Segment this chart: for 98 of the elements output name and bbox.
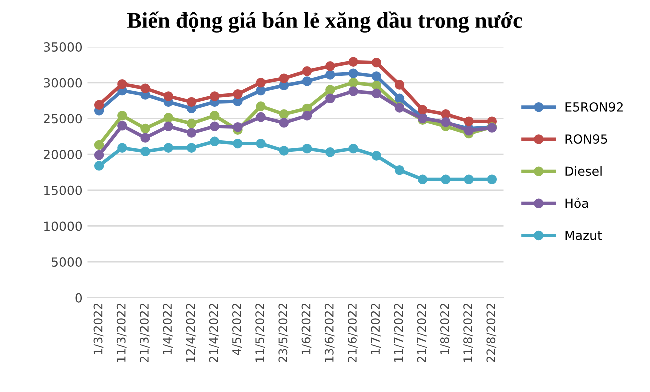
x-tick-label: 1/4/2022 (163, 304, 173, 355)
y-tick-label: 25000 (44, 114, 82, 124)
point (256, 102, 266, 112)
point (186, 118, 197, 129)
y-tick-label: 15000 (44, 186, 82, 196)
point (302, 110, 312, 121)
point (418, 105, 428, 115)
x-tick-label: 11/5/2022 (256, 304, 266, 362)
point (372, 151, 382, 161)
point (118, 143, 128, 153)
y-tick-label: 0 (76, 293, 82, 303)
point (372, 58, 382, 68)
point (94, 161, 104, 171)
point (210, 122, 220, 132)
point (118, 110, 128, 121)
point (394, 80, 405, 90)
point (348, 57, 358, 67)
point (326, 148, 336, 158)
point (140, 133, 150, 143)
point (94, 100, 104, 110)
point (256, 86, 266, 96)
point (279, 110, 290, 120)
point (279, 146, 290, 156)
x-tick-label: 21/3/2022 (140, 304, 150, 362)
point (302, 144, 312, 154)
point (394, 94, 405, 104)
point (279, 74, 290, 84)
legend-label: Mazut (566, 231, 602, 240)
point (372, 80, 382, 91)
point (302, 76, 312, 86)
point (186, 97, 197, 108)
x-tick-label: 1/3/2022 (94, 304, 104, 355)
point (140, 84, 150, 94)
point (348, 78, 358, 88)
x-tick-label: 11/7/2022 (394, 304, 404, 362)
point (418, 174, 428, 185)
point (394, 165, 405, 176)
x-tick-label: 4/5/2022 (232, 304, 242, 356)
x-tick-label: 11/8/2022 (464, 304, 474, 362)
point (279, 118, 290, 128)
x-tick-label: 21/7/2022 (417, 304, 428, 362)
point (302, 66, 312, 76)
x-tick-label: 1/8/2022 (440, 304, 450, 355)
point (186, 143, 197, 153)
point (464, 126, 474, 136)
x-tick-label: 21/4/2022 (209, 304, 220, 362)
point (233, 122, 243, 132)
legend-label: Hỏa (566, 198, 588, 208)
point (140, 146, 150, 157)
point (210, 92, 220, 102)
x-tick-label: 12/4/2022 (186, 304, 196, 362)
point (210, 110, 220, 121)
legend-label: RON95 (566, 134, 608, 144)
point (186, 128, 197, 138)
point (233, 89, 243, 100)
point (441, 110, 451, 120)
point (118, 121, 128, 131)
point (164, 92, 174, 102)
x-tick-label: 1/6/2022 (302, 304, 312, 355)
x-tick-label: 11/3/2022 (116, 304, 127, 362)
point (118, 79, 128, 90)
point (233, 138, 243, 149)
point (94, 150, 104, 160)
legend-label: Diesel (566, 166, 602, 176)
y-tick-label: 30000 (44, 78, 82, 88)
point (326, 70, 336, 80)
chart-title: Biến động giá bán lẻ xăng dầu trong nước (128, 12, 522, 33)
point (372, 88, 382, 98)
point (441, 174, 451, 185)
point (210, 136, 220, 147)
x-tick-label: 21/6/2022 (348, 304, 358, 362)
point (326, 62, 336, 72)
point (256, 78, 266, 88)
point (164, 113, 174, 123)
point (348, 86, 358, 96)
y-tick-label: 20000 (44, 150, 82, 160)
y-tick-label: 10000 (44, 222, 82, 232)
point (256, 112, 266, 122)
point (348, 144, 358, 154)
x-tick-label: 1/7/2022 (371, 304, 381, 355)
point (164, 143, 174, 153)
point (464, 174, 474, 185)
y-tick-label: 5000 (52, 258, 82, 268)
point (326, 85, 336, 95)
legend-label: E5RON92 (566, 102, 623, 112)
x-tick-label: 13/6/2022 (324, 304, 335, 362)
point (464, 116, 474, 126)
point (164, 122, 174, 132)
x-tick-label: 23/5/2022 (278, 304, 289, 362)
point (487, 174, 498, 185)
point (256, 138, 266, 149)
point (94, 140, 104, 150)
point (326, 94, 336, 104)
x-tick-label: 22/8/2022 (486, 304, 497, 362)
point (348, 68, 358, 78)
point (140, 124, 150, 134)
y-tick-label: 35000 (44, 42, 82, 52)
point (372, 72, 382, 82)
